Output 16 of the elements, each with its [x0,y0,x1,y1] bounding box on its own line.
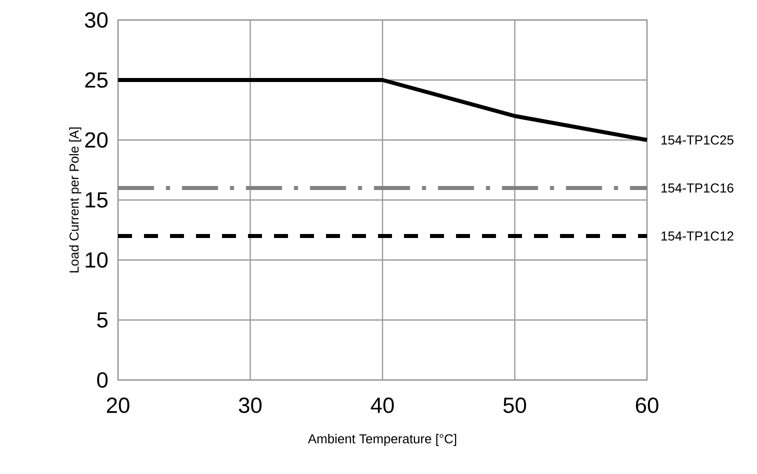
series-label: 154-TP1C16 [662,183,734,193]
x-tick-label: 40 [370,398,394,414]
x-tick-label: 30 [238,398,262,414]
y-tick-label: 30 [84,12,108,28]
y-axis-title: Load Current per Pole [A] [69,128,82,272]
y-tick-label: 15 [86,192,108,208]
x-tick-label: 60 [636,398,658,414]
y-tick-label: 10 [86,252,108,268]
x-tick-label: 50 [503,398,526,414]
series-label: 154-TP1C25 [662,135,734,145]
y-tick-label: 25 [85,72,108,88]
x-axis-title: Ambient Temperature [°C] [308,434,456,446]
series-label: 154-TP1C12 [662,231,734,241]
y-tick-label: 5 [97,312,108,328]
y-tick-label: 0 [97,372,108,388]
y-tick-label: 20 [85,132,108,148]
